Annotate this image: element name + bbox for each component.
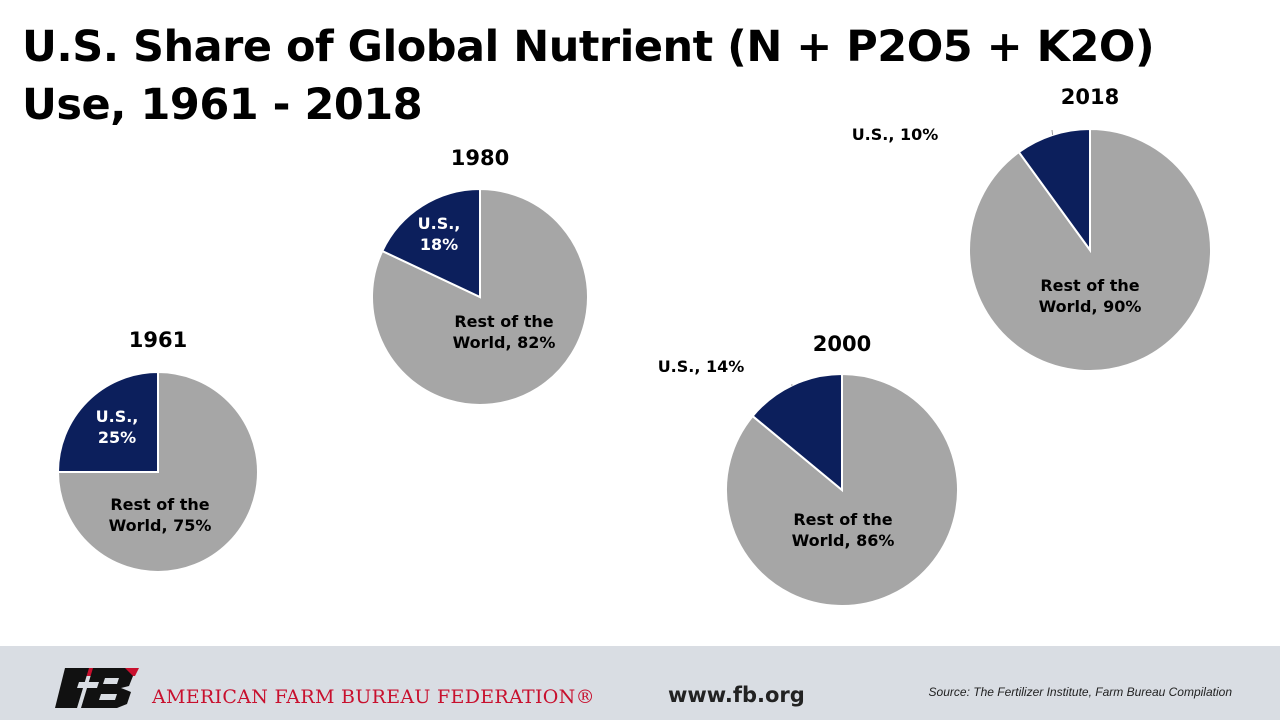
data-label-rest-line: Rest of the: [793, 510, 892, 529]
source-note: Source: The Fertilizer Institute, Farm B…: [928, 685, 1232, 699]
pie-title: 2018: [1061, 85, 1119, 109]
data-label-rest-line: World, 90%: [1039, 297, 1142, 316]
data-label-us-line: U.S.,: [96, 407, 139, 426]
data-label-us-line: U.S., 10%: [852, 125, 939, 144]
pie-slice-us: [56, 370, 159, 473]
data-label-rest-line: Rest of the: [1040, 276, 1139, 295]
data-label-us-line: U.S.,: [418, 214, 461, 233]
data-label-rest-line: Rest of the: [110, 495, 209, 514]
data-label-us: U.S., 18%: [418, 214, 461, 254]
pie-title: 1961: [129, 328, 187, 352]
pie-slice-us: [1017, 127, 1091, 254]
data-label-us: U.S., 10%: [852, 125, 939, 144]
fb-logo-icon[interactable]: [55, 668, 139, 708]
data-label-rest-line: World, 82%: [453, 333, 556, 352]
data-label-rest: Rest of the World, 75%: [109, 495, 212, 535]
data-label-us: U.S., 25%: [96, 407, 139, 447]
data-label-us-line: 18%: [420, 235, 458, 254]
data-label-rest-line: World, 86%: [792, 531, 895, 550]
data-label-rest-line: Rest of the: [454, 312, 553, 331]
pie-slice-us: [380, 187, 481, 299]
data-label-rest: Rest of the World, 82%: [453, 312, 556, 352]
footer: AMERICAN FARM BUREAU FEDERATION® www.fb.…: [0, 646, 1280, 720]
data-label-rest: Rest of the World, 90%: [1039, 276, 1142, 316]
pie-title: 1980: [451, 146, 509, 170]
page-title: U.S. Share of Global Nutrient (N + P2O5 …: [22, 22, 1155, 130]
data-label-us-line: U.S., 14%: [658, 357, 745, 376]
pie-charts: 1961 U.S., 25% Rest of the World, 75% 1980 U.S…: [56, 85, 1212, 607]
website-link[interactable]: www.fb.org: [668, 683, 805, 707]
data-label-rest: Rest of the World, 86%: [792, 510, 895, 550]
data-label-us-line: 25%: [98, 428, 136, 447]
data-label-rest-line: World, 75%: [109, 516, 212, 535]
pie-title: 2000: [813, 332, 871, 356]
data-label-us: U.S., 14%: [658, 357, 745, 376]
leader-line: [1051, 129, 1054, 135]
organization-name[interactable]: AMERICAN FARM BUREAU FEDERATION®: [152, 686, 595, 708]
